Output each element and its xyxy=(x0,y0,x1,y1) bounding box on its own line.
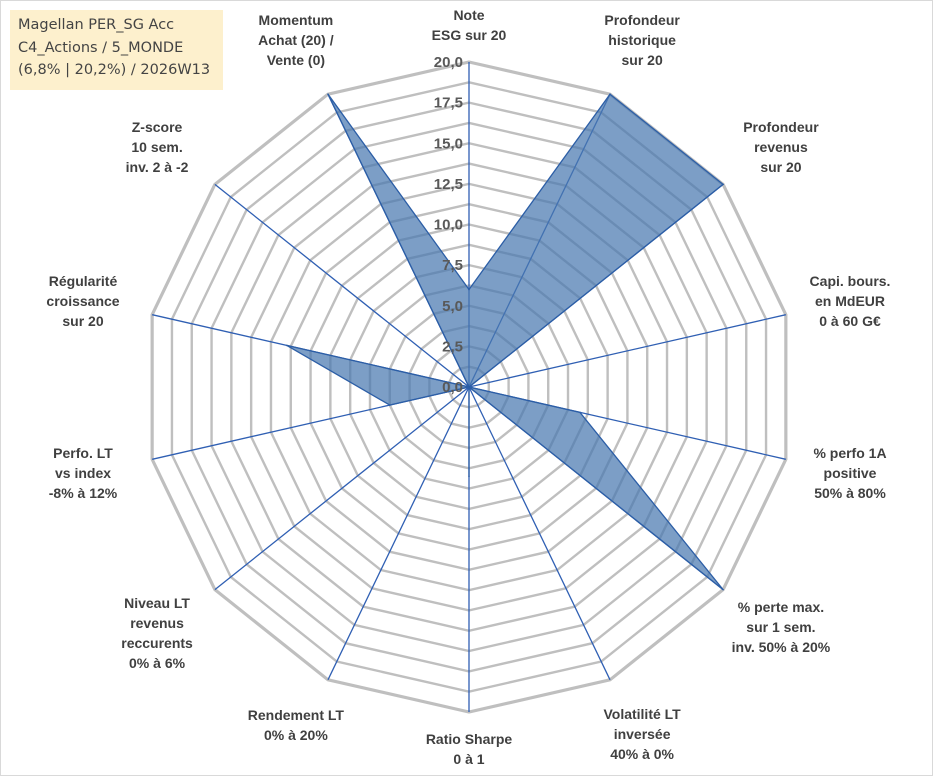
axis-label-1: Profondeur historique sur 20 xyxy=(562,10,722,70)
axis-label-line: 0 à 1 xyxy=(453,751,485,767)
axis-label-line: Achat (20) / xyxy=(258,32,334,49)
axis-label-line: inv. 2 à -2 xyxy=(125,158,189,175)
axis-label-line: sur 20 xyxy=(621,52,663,69)
tick-label-6: 15,0 xyxy=(434,135,463,152)
axis-label-line: -8% à 12% xyxy=(48,484,118,501)
legend-line-3: (6,8% | 20,2%) / 2026W13 xyxy=(18,62,211,78)
axis-label-12: Z-score 10 sem. inv. 2 à -2 xyxy=(77,117,237,177)
tick-label-4: 10,0 xyxy=(434,217,463,234)
axis-label-8: Rendement LT 0% à 20% xyxy=(216,705,376,745)
data-point-4 xyxy=(579,411,581,414)
axis-label-line: Capi. bours. xyxy=(809,273,891,290)
legend-box: Magellan PER_SG Acc C4_Actions / 5_MONDE… xyxy=(10,10,223,90)
axis-label-line: vs index xyxy=(54,464,112,481)
axis-label-line: Vente (0) xyxy=(266,52,326,69)
spoke-6 xyxy=(468,386,611,681)
axis-label-line: reccurents xyxy=(121,635,193,652)
axis-label-line: inversée xyxy=(613,725,671,742)
data-point-0 xyxy=(468,288,470,291)
tick-label-1: 2,5 xyxy=(442,338,463,355)
axis-label-2: Profondeur revenus sur 20 xyxy=(701,117,861,177)
axis-label-line: 0% à 6% xyxy=(129,655,186,672)
axis-label-6: Volatilité LT inversée 40% à 0% xyxy=(562,704,722,764)
spoke-12 xyxy=(214,183,470,388)
tick-layer: 0,0 2,5 5,0 7,5 10,0 12,5 15,0 17,5 20,0 xyxy=(434,54,463,396)
axis-label-line: Volatilité LT xyxy=(603,705,681,722)
axis-label-line: 0 à 60 G€ xyxy=(819,313,881,330)
tick-label-7: 17,5 xyxy=(434,95,463,112)
axis-label-line: 10 sem. xyxy=(131,138,183,155)
axis-label-line: Ratio Sharpe xyxy=(425,731,513,747)
axis-label-line: Profondeur xyxy=(743,118,819,135)
axis-label-7: Ratio Sharpe 0 à 1 xyxy=(389,729,549,769)
axis-label-line: inv. 50% à 20% xyxy=(731,639,831,656)
axis-label-line: revenus xyxy=(130,615,184,632)
axis-label-line: Momentum xyxy=(258,12,334,29)
axis-label-line: positive xyxy=(823,464,877,481)
axis-label-line: % perte max. xyxy=(737,599,825,616)
axis-label-11: Régularité croissance sur 20 xyxy=(3,271,163,331)
spoke-8 xyxy=(327,386,470,681)
axis-label-line: historique xyxy=(608,32,676,49)
axis-label-line: Z-score xyxy=(131,118,183,135)
data-point-1 xyxy=(609,93,611,95)
data-point-13 xyxy=(327,93,329,95)
series-area-0 xyxy=(286,93,725,591)
axis-label-line: 50% à 80% xyxy=(814,484,886,501)
tick-label-3: 7,5 xyxy=(442,257,463,274)
axis-label-line: 40% à 0% xyxy=(610,745,675,762)
axis-label-line: croissance xyxy=(46,293,120,310)
axis-label-line: Profondeur xyxy=(604,12,680,29)
data-point-12 xyxy=(468,386,470,388)
axis-label-line: sur 20 xyxy=(760,158,802,175)
data-point-2 xyxy=(722,183,724,186)
data-point-11 xyxy=(286,344,288,347)
axis-label-0: Note ESG sur 20 xyxy=(389,5,549,45)
axis-label-line: en MdEUR xyxy=(815,293,885,310)
axis-label-line: Régularité xyxy=(48,273,118,290)
tick-label-0: 0,0 xyxy=(442,379,463,396)
axis-label-line: Niveau LT xyxy=(124,595,190,612)
spoke-9 xyxy=(214,386,470,591)
tick-label-8: 20,0 xyxy=(434,54,463,71)
legend-line-2: C4_Actions / 5_MONDE xyxy=(18,39,184,56)
data-point-10 xyxy=(388,404,391,406)
data-point-7 xyxy=(468,475,470,478)
axis-label-line: Rendement LT xyxy=(247,706,344,723)
axis-label-3: Capi. bours. en MdEUR 0 à 60 G€ xyxy=(770,271,930,331)
axis-label-line: revenus xyxy=(754,138,808,155)
axis-label-5: % perte max. sur 1 sem. inv. 50% à 20% xyxy=(701,597,861,657)
axis-label-line: % perfo 1A xyxy=(813,444,887,461)
spoke-3 xyxy=(468,314,786,388)
axis-label-9: Niveau LT revenus reccurents 0% à 6% xyxy=(77,593,237,673)
axis-label-13: Momentum Achat (20) / Vente (0) xyxy=(216,10,376,70)
axis-label-line: Perfo. LT xyxy=(53,444,113,461)
series-layer xyxy=(286,93,725,591)
axis-label-line: sur 20 xyxy=(62,313,104,330)
axis-label-line: ESG sur 20 xyxy=(431,27,507,43)
tick-label-2: 5,0 xyxy=(442,298,463,315)
axis-label-line: Note xyxy=(453,7,485,23)
axis-label-line: sur 1 sem. xyxy=(746,619,816,636)
data-point-5 xyxy=(722,588,724,591)
legend-line-1: Magellan PER_SG Acc xyxy=(18,17,175,33)
tick-label-5: 12,5 xyxy=(434,176,463,193)
axis-label-10: Perfo. LT vs index -8% à 12% xyxy=(3,443,163,503)
axis-label-line: 0% à 20% xyxy=(263,726,328,743)
axis-label-4: % perfo 1A positive 50% à 80% xyxy=(770,443,930,503)
